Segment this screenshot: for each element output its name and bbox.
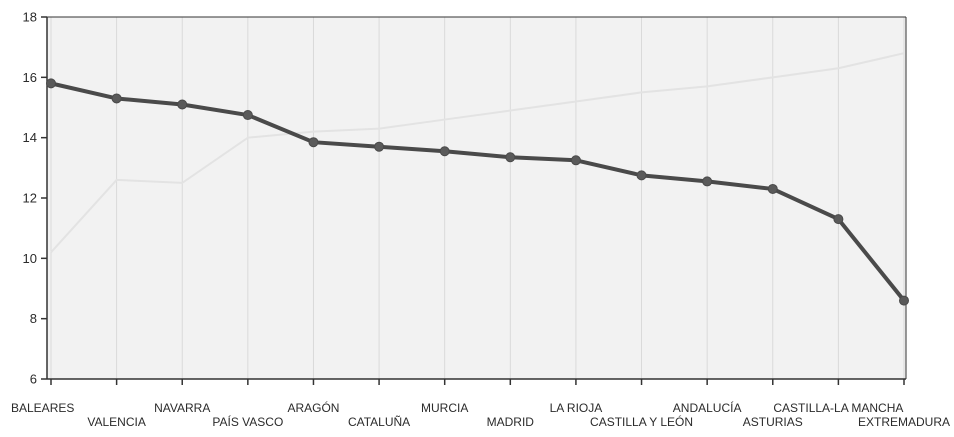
y-tick-label-6: 6 — [30, 372, 37, 387]
data-point-5 — [308, 137, 319, 148]
x-category-label-11: ANDALUCÍA — [673, 400, 742, 415]
y-tick-label-14: 14 — [23, 130, 37, 145]
x-category-label-9: LA RIOJA — [550, 401, 603, 415]
series-1-line — [49, 81, 906, 303]
data-point-4 — [242, 110, 253, 121]
y-tick-label-10: 10 — [23, 251, 37, 266]
y-axis-ticks: 6 8 10 12 14 16 18 — [23, 10, 47, 387]
y-tick-label-12: 12 — [23, 191, 37, 206]
data-point-13 — [833, 214, 844, 225]
data-point-2 — [111, 93, 122, 104]
data-point-9 — [570, 155, 581, 166]
x-category-label-12: ASTURIAS — [743, 415, 803, 429]
x-category-label-13: CASTILLA-LA MANCHA — [773, 401, 903, 415]
x-category-label-4: PAÍS VASCO — [212, 414, 283, 429]
x-category-label-8: MADRID — [487, 415, 535, 429]
x-category-label-6: CATALUÑA — [348, 415, 410, 429]
data-point-3 — [177, 99, 188, 110]
data-point-10 — [636, 170, 647, 181]
y-tick-label-16: 16 — [23, 70, 37, 85]
background-series — [50, 52, 905, 253]
x-category-label-5: ARAGÓN — [287, 400, 339, 415]
data-series — [46, 78, 909, 306]
x-category-label-3: NAVARRA — [154, 401, 210, 415]
y-tick-label-8: 8 — [30, 311, 37, 326]
x-category-label-10: CASTILLA Y LEÓN — [590, 414, 693, 429]
data-point-8 — [505, 152, 516, 163]
plot-area — [47, 17, 906, 379]
data-point-1 — [46, 78, 56, 89]
y-tick-label-18: 18 — [23, 10, 37, 25]
data-point-14 — [899, 295, 909, 306]
background-series-line — [50, 52, 905, 253]
x-category-label-7: MURCIA — [421, 401, 468, 415]
x-category-label-2: VALENCIA — [87, 415, 145, 429]
data-point-7 — [439, 146, 450, 157]
x-category-label-1: BALEARES — [11, 401, 74, 415]
data-point-11 — [702, 176, 713, 187]
x-category-label-14: EXTREMADURA — [858, 415, 950, 429]
data-point-12 — [767, 183, 778, 194]
data-point-6 — [374, 141, 385, 152]
